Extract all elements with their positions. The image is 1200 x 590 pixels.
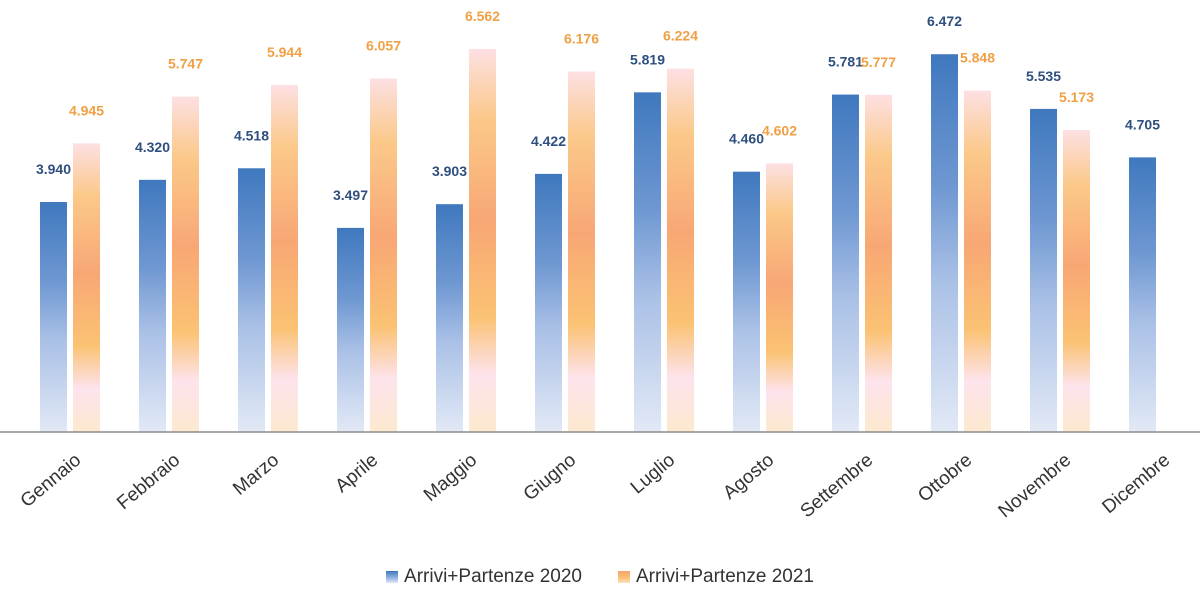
bar-2020-novembre <box>1030 108 1057 432</box>
bar-2020-febbraio <box>139 179 166 432</box>
bar-2021-novembre <box>1063 130 1090 432</box>
value-label-2021-novembre: 5.173 <box>1059 89 1094 105</box>
bar-2021-maggio <box>469 48 496 432</box>
value-label-2020-marzo: 4.518 <box>234 127 269 143</box>
value-label-2021-gennaio: 4.945 <box>69 102 104 118</box>
value-label-2021-settembre: 5.777 <box>861 54 896 70</box>
value-label-2020-ottobre: 6.472 <box>927 13 962 29</box>
x-tick-label-gennaio: Gennaio <box>17 450 86 512</box>
value-label-2020-gennaio: 3.940 <box>36 161 71 177</box>
value-label-2021-febbraio: 5.747 <box>168 56 203 72</box>
bar-2020-maggio <box>436 204 463 432</box>
bar-2021-agosto <box>766 163 793 432</box>
bar-2020-agosto <box>733 171 760 432</box>
x-tick-label-maggio: Maggio <box>420 450 481 506</box>
value-label-2020-aprile: 3.497 <box>333 187 368 203</box>
bar-2021-marzo <box>271 85 298 433</box>
bar-2021-giugno <box>568 71 595 432</box>
value-label-2021-maggio: 6.562 <box>465 8 500 24</box>
value-label-2021-giugno: 6.176 <box>564 31 599 47</box>
legend-item-2021: Arrivi+Partenze 2021 <box>618 566 814 588</box>
x-tick-label-luglio: Luglio <box>627 450 679 499</box>
x-tick-label-ottobre: Ottobre <box>914 450 976 507</box>
value-label-2021-luglio: 6.224 <box>663 28 698 44</box>
value-label-2020-giugno: 4.422 <box>531 133 566 149</box>
value-label-2020-novembre: 5.535 <box>1026 68 1061 84</box>
x-tick-label-settembre: Settembre <box>797 450 878 522</box>
x-tick-label-giugno: Giugno <box>520 450 580 505</box>
value-label-2021-ottobre: 5.848 <box>960 50 995 66</box>
value-label-2020-dicembre: 4.705 <box>1125 116 1160 132</box>
x-tick-label-novembre: Novembre <box>995 450 1076 522</box>
bar-2020-settembre <box>832 94 859 433</box>
legend: Arrivi+Partenze 2020 Arrivi+Partenze 202… <box>0 566 1200 588</box>
bar-2021-ottobre <box>964 90 991 433</box>
bar-2020-luglio <box>634 92 661 432</box>
legend-item-2020: Arrivi+Partenze 2020 <box>386 566 582 588</box>
bar-2020-gennaio <box>40 202 67 432</box>
bar-2021-gennaio <box>73 143 100 432</box>
x-tick-label-aprile: Aprile <box>332 450 383 497</box>
legend-label-2021: Arrivi+Partenze 2021 <box>636 566 814 587</box>
bar-2021-settembre <box>865 94 892 432</box>
bar-2021-aprile <box>370 78 397 432</box>
value-label-2021-agosto: 4.602 <box>762 122 797 138</box>
bar-2020-marzo <box>238 168 265 432</box>
x-tick-label-febbraio: Febbraio <box>113 450 184 514</box>
bar-2020-ottobre <box>931 54 958 432</box>
x-tick-label-dicembre: Dicembre <box>1098 450 1174 518</box>
bar-2020-giugno <box>535 173 562 432</box>
value-label-2020-settembre: 5.781 <box>828 54 863 70</box>
legend-label-2020: Arrivi+Partenze 2020 <box>404 566 582 587</box>
value-label-2021-marzo: 5.944 <box>267 44 302 60</box>
bar-2020-aprile <box>337 227 364 432</box>
x-tick-label-agosto: Agosto <box>719 450 778 504</box>
value-label-2020-luglio: 5.819 <box>630 51 665 67</box>
bar-2020-dicembre <box>1129 157 1156 433</box>
bar-2021-luglio <box>667 68 694 433</box>
bar-chart: 3.940 4.945 4.320 5.747 4.518 5.944 3.497 6.057… <box>0 8 1200 522</box>
legend-swatch-2020 <box>386 571 399 583</box>
value-label-2020-agosto: 4.460 <box>729 131 764 147</box>
legend-swatch-2021 <box>618 571 630 583</box>
value-label-2021-aprile: 6.057 <box>366 37 401 53</box>
x-tick-label-marzo: Marzo <box>229 450 283 500</box>
bar-2021-febbraio <box>172 96 199 432</box>
value-label-2020-maggio: 3.903 <box>432 163 467 179</box>
value-label-2020-febbraio: 4.320 <box>135 139 170 155</box>
